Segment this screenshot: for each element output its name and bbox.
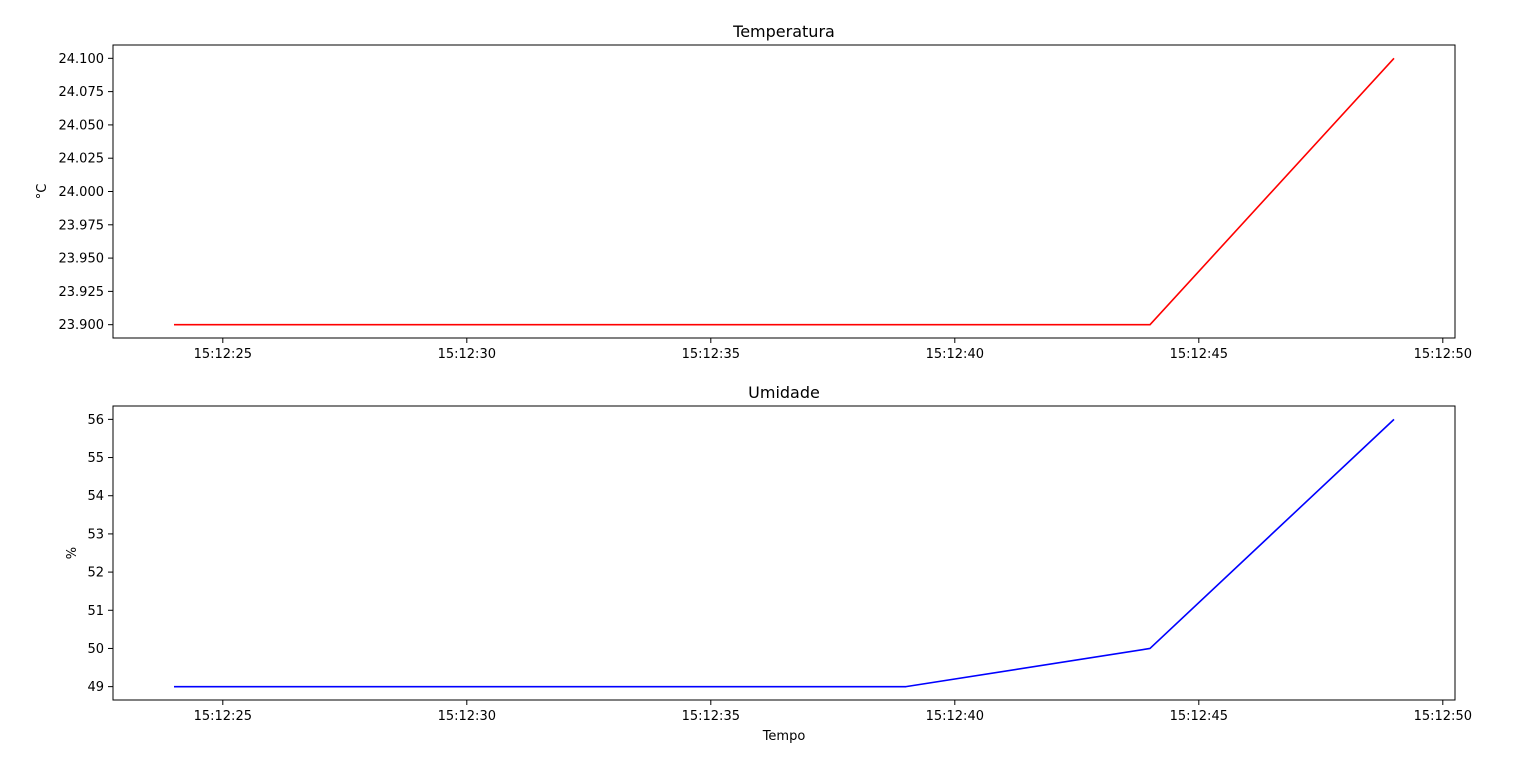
y-tick-label: 51 <box>87 604 104 619</box>
x-tick-label: 15:12:30 <box>438 347 496 362</box>
x-tick-label: 15:12:35 <box>682 347 740 362</box>
y-tick-label: 50 <box>87 642 104 657</box>
axes-frame <box>112 405 1456 701</box>
y-tick-label: 55 <box>87 451 104 466</box>
x-tick-label: 15:12:25 <box>194 709 252 724</box>
y-tick-label: 24.100 <box>59 52 105 67</box>
x-tick-label: 15:12:40 <box>926 709 984 724</box>
humidity-chart: 15:12:25 15:12:30 15:12:35 15:12:40 15:12:45… <box>65 383 1472 744</box>
x-tick-label: 15:12:50 <box>1414 347 1472 362</box>
x-tick-label: 15:12:45 <box>1170 709 1228 724</box>
series-line <box>174 418 1395 688</box>
x-tick-label: 15:12:25 <box>194 347 252 362</box>
y-tick-label: 24.075 <box>59 85 105 100</box>
y-tick-label: 24.050 <box>59 118 105 133</box>
series-line <box>174 57 1395 326</box>
y-tick-label: 24.000 <box>59 185 105 200</box>
x-tick-label: 15:12:45 <box>1170 347 1228 362</box>
x-tick-label: 15:12:40 <box>926 347 984 362</box>
y-axis-label: °C <box>35 184 50 200</box>
y-tick-label: 23.900 <box>59 318 105 333</box>
chart-title: Temperatura <box>732 22 835 41</box>
y-tick-label: 56 <box>87 413 104 428</box>
x-tick-label: 15:12:50 <box>1414 709 1472 724</box>
y-tick-label: 24.025 <box>59 152 105 167</box>
chart-title: Umidade <box>748 383 820 402</box>
temperature-chart: 15:12:25 15:12:30 15:12:35 15:12:40 15:12:45… <box>35 22 1472 362</box>
y-tick-label: 23.975 <box>59 218 105 233</box>
y-axis-label: % <box>65 547 80 559</box>
y-tick-label: 49 <box>87 680 104 695</box>
x-tick-label: 15:12:35 <box>682 709 740 724</box>
y-tick-label: 52 <box>87 566 104 581</box>
y-tick-label: 53 <box>87 527 104 542</box>
x-tick-label: 15:12:30 <box>438 709 496 724</box>
y-tick-label: 23.950 <box>59 252 105 267</box>
x-axis-label: Tempo <box>762 729 806 744</box>
y-tick-label: 23.925 <box>59 285 105 300</box>
y-tick-label: 54 <box>87 489 104 504</box>
